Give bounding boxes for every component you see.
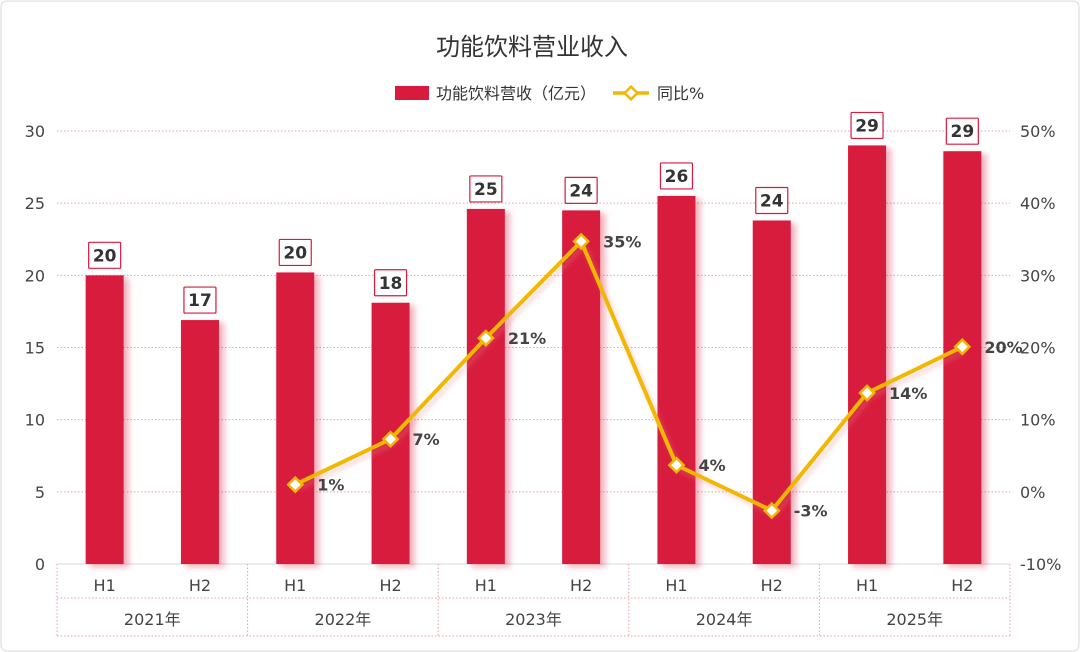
- x-tick-label: H2: [761, 576, 783, 595]
- bar: [276, 272, 315, 564]
- bar: [466, 208, 505, 564]
- bar: [848, 145, 887, 564]
- bar-label-box: [659, 162, 694, 190]
- y-right-tick-label: 40%: [1020, 194, 1056, 213]
- bar-data-label: 24: [760, 191, 784, 211]
- bar-label-box: [850, 111, 884, 140]
- bar: [85, 275, 124, 564]
- growth-line: [294, 239, 964, 513]
- bar-data-label: 18: [379, 274, 403, 294]
- line-data-label: 21%: [508, 329, 546, 348]
- bar-data-label: 29: [855, 116, 879, 136]
- y-right-tick-label: -10%: [1020, 555, 1061, 574]
- bar-data-label: 20: [93, 246, 117, 266]
- bar-data-label: 29: [951, 122, 975, 142]
- bar-label-box: [945, 117, 979, 145]
- line-labels: 1% 7% 21% 35% 4% -3% 14% 20%: [317, 232, 1022, 520]
- y-axis-right: -10% 0% 10% 20% 30% 40% 50%: [1020, 122, 1061, 574]
- bar-label-box: [88, 241, 122, 269]
- line-data-label: 14%: [889, 384, 927, 403]
- line-data-label: -3%: [794, 502, 828, 521]
- x-group-label: 2022年: [315, 610, 372, 629]
- x-tick-label: H1: [284, 576, 306, 595]
- bar-label-box: [373, 269, 408, 297]
- y-left-tick-label: 20: [25, 266, 45, 285]
- x-group-label: 2023年: [505, 610, 562, 629]
- line-point-marker: [286, 475, 305, 494]
- bar-label-box: [564, 176, 598, 204]
- y-right-tick-label: 50%: [1020, 122, 1056, 141]
- line-point-marker: [572, 232, 590, 251]
- legend-line-label: 同比%: [657, 84, 704, 103]
- x-axis: H1 H2 H1 H2 H1 H2 H1 H2 H1 H2 2021年 2022年 2023年 2024年…: [56, 563, 1011, 637]
- y-right-tick-label: 0%: [1020, 483, 1045, 502]
- line-point-marker: [667, 456, 686, 474]
- bar-data-label: 20: [283, 243, 307, 263]
- line-point-marker: [762, 501, 781, 520]
- bar-data-label: 17: [188, 291, 212, 311]
- y-left-tick-label: 0: [35, 555, 45, 574]
- chart-title: 功能饮料营业收入: [436, 33, 628, 61]
- x-tick-label: H2: [951, 576, 973, 595]
- line-data-label: 35%: [603, 232, 641, 251]
- y-left-tick-label: 5: [35, 483, 45, 502]
- y-right-tick-label: 20%: [1020, 339, 1056, 358]
- line-point-marker: [858, 384, 876, 402]
- bar: [657, 195, 696, 564]
- line-point-marker: [477, 329, 495, 347]
- x-tick-label: H2: [379, 576, 401, 595]
- bar-labels: 20 17 20 18 25 24 26 24 29 29: [88, 111, 979, 314]
- line-data-label: 7%: [413, 430, 440, 449]
- line-series: [286, 232, 972, 520]
- bar-label-box: [278, 238, 312, 267]
- x-group-label: 2025年: [886, 610, 943, 629]
- y-left-tick-label: 25: [25, 194, 45, 213]
- x-tick-label: H1: [475, 576, 497, 595]
- bar-label-box: [469, 175, 503, 203]
- line-data-label: 4%: [698, 456, 725, 475]
- y-axis-left: 0 5 10 15 20 25 30: [25, 122, 45, 574]
- bar: [180, 320, 219, 564]
- bar: [562, 210, 601, 564]
- bar-label-box: [183, 286, 217, 314]
- bar-data-label: 25: [474, 180, 498, 200]
- bar-series: [85, 145, 982, 564]
- y-right-tick-label: 30%: [1020, 266, 1056, 285]
- line-data-label: 20%: [984, 338, 1022, 357]
- bar-data-label: 24: [569, 181, 593, 201]
- bar-data-label: 26: [665, 167, 689, 187]
- legend-bar-label: 功能饮料营收（亿元）: [436, 84, 596, 103]
- x-tick-label: H2: [570, 576, 592, 595]
- line-point-marker: [953, 337, 972, 356]
- bar: [943, 151, 982, 564]
- x-tick-label: H2: [189, 576, 211, 595]
- x-tick-label: H1: [94, 576, 116, 595]
- x-tick-label: H1: [856, 576, 878, 595]
- line-point-marker: [381, 430, 400, 448]
- y-left-tick-label: 10: [25, 411, 45, 430]
- legend-bar-swatch: [395, 86, 429, 100]
- y-right-tick-label: 10%: [1020, 411, 1056, 430]
- legend-line-marker-icon: [622, 84, 640, 102]
- x-tick-label: H1: [665, 576, 687, 595]
- line-data-label: 1%: [317, 476, 344, 495]
- y-left-tick-label: 15: [25, 339, 45, 358]
- x-group-label: 2024年: [696, 610, 753, 629]
- x-group-label: 2021年: [124, 610, 181, 629]
- y-left-tick-label: 30: [25, 122, 45, 141]
- bar-label-box: [755, 186, 789, 215]
- legend: 功能饮料营收（亿元） 同比%: [395, 84, 704, 103]
